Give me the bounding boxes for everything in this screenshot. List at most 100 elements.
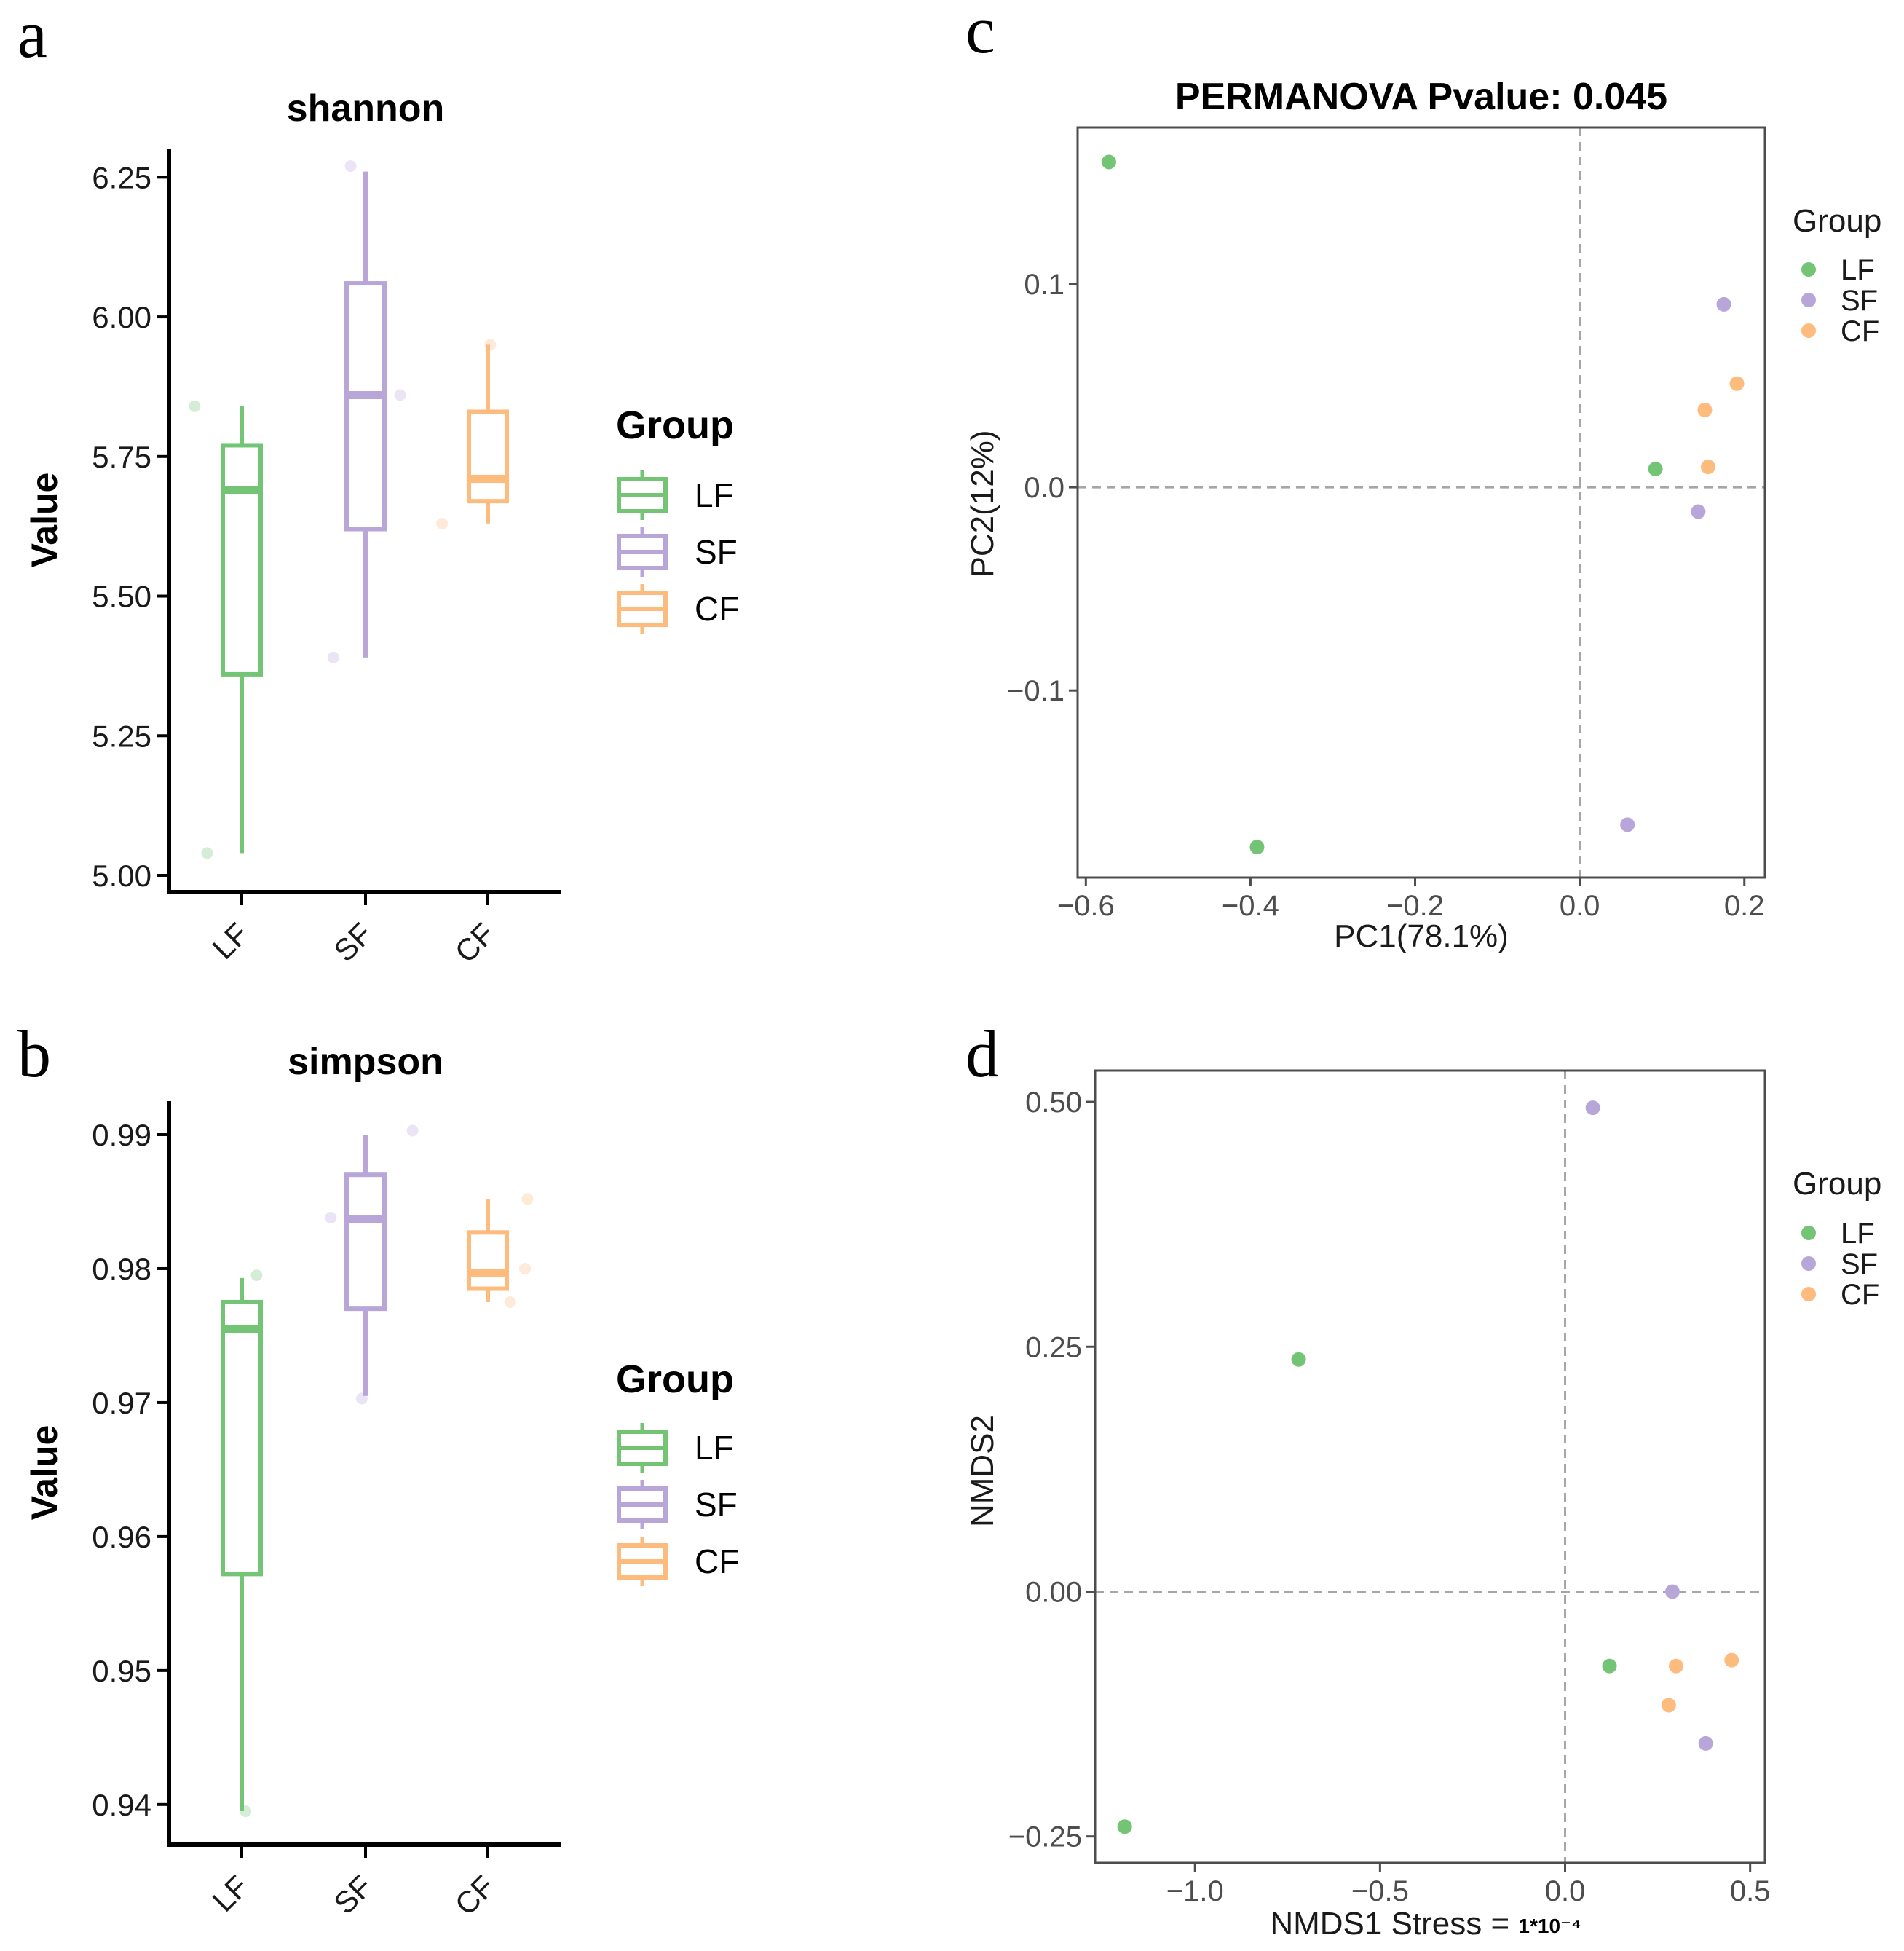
legend-label-LF: LF <box>1841 254 1875 286</box>
jitter-point-CF <box>436 517 449 529</box>
plot-frame <box>1094 1069 1766 1864</box>
y-tick-label: 0.94 <box>92 1788 151 1822</box>
y-tick-label: −0.25 <box>1008 1821 1082 1853</box>
x-ticks: −1.0 −0.5 0.0 0.5 <box>1166 1863 1770 1907</box>
legend-title: Group <box>616 1357 734 1401</box>
y-tick-label: 0.00 <box>1025 1576 1082 1608</box>
plot-frame <box>1076 126 1766 879</box>
zero-reference-lines <box>1078 127 1765 878</box>
y-ticks: 0.94 0.95 0.96 0.97 0.98 0.99 <box>92 1118 169 1822</box>
point-CF <box>1697 402 1713 417</box>
legend-label-CF: CF <box>1841 1279 1879 1311</box>
jitter-point-LF <box>250 1269 263 1282</box>
point-SF <box>1585 1100 1600 1116</box>
y-axis-label: Value <box>24 1425 65 1521</box>
jitter-point-CF <box>504 1296 516 1308</box>
jitter-point-SF <box>394 389 406 401</box>
x-axis-label: NMDS1 Stress = 1*10⁻⁴ <box>1270 1906 1581 1942</box>
point-LF <box>1602 1658 1617 1674</box>
x-tick-label: LF <box>205 1869 255 1918</box>
legend-label-CF: CF <box>695 1542 739 1580</box>
point-LF <box>1291 1352 1306 1367</box>
legend-key-CF <box>617 1537 668 1586</box>
scatter-points <box>1101 154 1745 855</box>
legend-key-SF <box>617 527 668 577</box>
legend-label-SF: SF <box>1841 1248 1878 1280</box>
legend-key-LF <box>1801 1226 1816 1240</box>
panel-letter-d: d <box>965 1017 999 1091</box>
y-tick-label: 0.50 <box>1025 1087 1082 1119</box>
y-tick-label: 0.98 <box>92 1252 151 1286</box>
y-axis-label: PC2(12%) <box>965 430 1000 578</box>
jitter-point-SF <box>344 160 357 173</box>
point-LF <box>1101 154 1116 170</box>
point-LF <box>1648 461 1663 476</box>
scatter-points <box>1117 1100 1739 1834</box>
y-tick-label: 0.1 <box>1024 269 1064 301</box>
point-SF <box>1620 817 1635 832</box>
y-tick-label: 5.25 <box>92 719 151 753</box>
panel-a-shannon: a shannon Value 5.00 5.25 5.50 5.75 6.00 6.25… <box>17 0 739 969</box>
box-iqr <box>344 281 387 532</box>
chart-title: shannon <box>287 87 445 130</box>
stress-value: 1*10⁻⁴ <box>1518 1915 1581 1937</box>
jitter-point-LF <box>189 400 201 412</box>
x-tick-label: −0.4 <box>1222 890 1279 922</box>
box-SF <box>344 171 387 658</box>
legend-key-CF <box>1801 323 1816 338</box>
x-tick-label: CF <box>449 1869 502 1922</box>
box-iqr <box>344 1172 387 1312</box>
y-tick-label: 0.99 <box>92 1118 151 1152</box>
box-LF <box>221 1277 263 1812</box>
y-ticks: −0.25 0.00 0.25 0.50 <box>1008 1087 1095 1853</box>
x-tick-label: 0.2 <box>1724 890 1765 922</box>
point-LF <box>1249 840 1265 855</box>
panel-letter-a: a <box>17 0 47 71</box>
box-marks <box>221 1124 534 1818</box>
point-SF <box>1664 1584 1680 1599</box>
y-ticks: −0.1 0.0 0.1 <box>1007 269 1078 707</box>
point-CF <box>1669 1658 1684 1674</box>
point-CF <box>1729 376 1745 391</box>
y-tick-label: 0.25 <box>1025 1331 1082 1363</box>
x-ticks: LF SF CF <box>205 892 501 969</box>
x-tick-label: SF <box>327 916 379 968</box>
y-tick-label: 6.25 <box>92 160 151 194</box>
legend-label-LF: LF <box>1841 1218 1875 1250</box>
legend-key-LF <box>617 1423 668 1473</box>
legend-title: Group <box>1793 203 1881 239</box>
point-CF <box>1724 1652 1739 1668</box>
y-tick-label: 6.00 <box>92 300 151 334</box>
panel-letter-b: b <box>17 1017 51 1091</box>
box-SF <box>344 1134 387 1396</box>
box-marks <box>189 160 509 859</box>
legend-key-SF <box>1801 1256 1816 1271</box>
y-ticks: 5.00 5.25 5.50 5.75 6.00 6.25 <box>92 160 169 893</box>
jitter-point-SF <box>355 1392 368 1405</box>
chart-title: PERMANOVA Pvalue: 0.045 <box>1175 76 1667 118</box>
y-tick-label: 5.50 <box>92 580 151 614</box>
legend-title: Group <box>1793 1166 1881 1202</box>
legend-title: Group <box>616 403 734 447</box>
x-tick-label: LF <box>205 916 255 966</box>
legend-key-SF <box>1801 293 1816 307</box>
point-CF <box>1700 460 1715 475</box>
panel-letter-c: c <box>965 0 995 67</box>
box-CF <box>467 1199 509 1302</box>
y-tick-label: 5.00 <box>92 859 151 893</box>
legend-key-LF <box>617 470 668 520</box>
jitter-point-CF <box>519 1262 531 1274</box>
y-tick-label: 0.0 <box>1024 472 1064 504</box>
x-tick-label: CF <box>449 916 502 969</box>
jitter-point-SF <box>327 651 339 663</box>
jitter-point-CF <box>521 1193 534 1205</box>
y-tick-label: 5.75 <box>92 440 151 474</box>
point-SF <box>1691 504 1706 519</box>
chart-title: simpson <box>288 1041 443 1083</box>
legend-key-LF <box>1801 262 1816 277</box>
legend-label-LF: LF <box>695 476 734 514</box>
x-tick-label: −0.5 <box>1351 1875 1409 1907</box>
